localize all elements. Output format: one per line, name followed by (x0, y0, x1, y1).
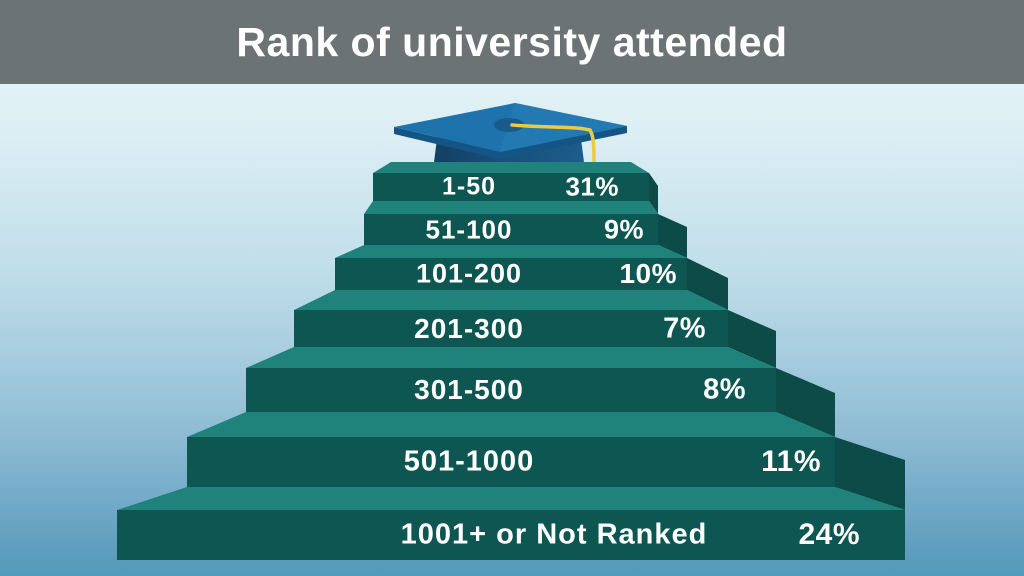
step-front-face (246, 368, 776, 412)
step-row: 301-500 8% (246, 368, 776, 412)
step-value: 31% (565, 171, 619, 202)
header-bar: Rank of university attended (0, 0, 1024, 84)
step-value: 8% (703, 373, 746, 406)
step-side-face (658, 214, 687, 258)
step-top-face (373, 162, 649, 173)
step-front-face (335, 258, 687, 290)
step-side-face (776, 368, 835, 437)
step-label: 1001+ or Not Ranked (400, 518, 708, 551)
step-row: 201-300 7% (294, 310, 728, 347)
step-top-face (364, 201, 658, 214)
step-value: 7% (663, 312, 706, 344)
step-front-face (117, 510, 905, 560)
step-top-face (294, 290, 728, 310)
step-label: 101-200 (415, 258, 523, 289)
step-value: 11% (761, 445, 821, 478)
step-side-face (728, 310, 776, 368)
step-row: 501-1000 11% (187, 437, 835, 487)
step-label: 201-300 (414, 312, 524, 344)
step-value: 10% (619, 258, 677, 289)
step-front-face (364, 214, 658, 245)
step-side-face (687, 258, 728, 310)
step-row: 51-100 9% (364, 214, 658, 245)
graduation-cap-icon (394, 103, 627, 172)
step-label: 51-100 (425, 214, 513, 244)
step-value: 24% (798, 518, 860, 551)
step-top-face (187, 412, 835, 437)
step-top-face (117, 487, 905, 510)
step-value: 9% (603, 214, 644, 244)
step-row: 101-200 10% (335, 258, 687, 290)
cap-board-underside (394, 126, 627, 159)
step-label: 1-50 (441, 172, 497, 201)
step-side-face (835, 437, 905, 510)
page-title: Rank of university attended (236, 18, 788, 65)
step-front-face (294, 310, 728, 347)
step-top-face (335, 245, 687, 258)
cap-button (494, 118, 524, 132)
step-label: 301-500 (414, 374, 524, 405)
step-side-face (649, 173, 658, 214)
step-front-face (373, 173, 649, 201)
step-label: 501-1000 (403, 445, 535, 478)
step-row: 1001+ or Not Ranked 24% (117, 510, 905, 560)
step-front-face (187, 437, 835, 487)
step-row: 1-50 31% (373, 171, 649, 202)
cap-tassel (510, 123, 596, 165)
step-top-face (246, 347, 776, 368)
